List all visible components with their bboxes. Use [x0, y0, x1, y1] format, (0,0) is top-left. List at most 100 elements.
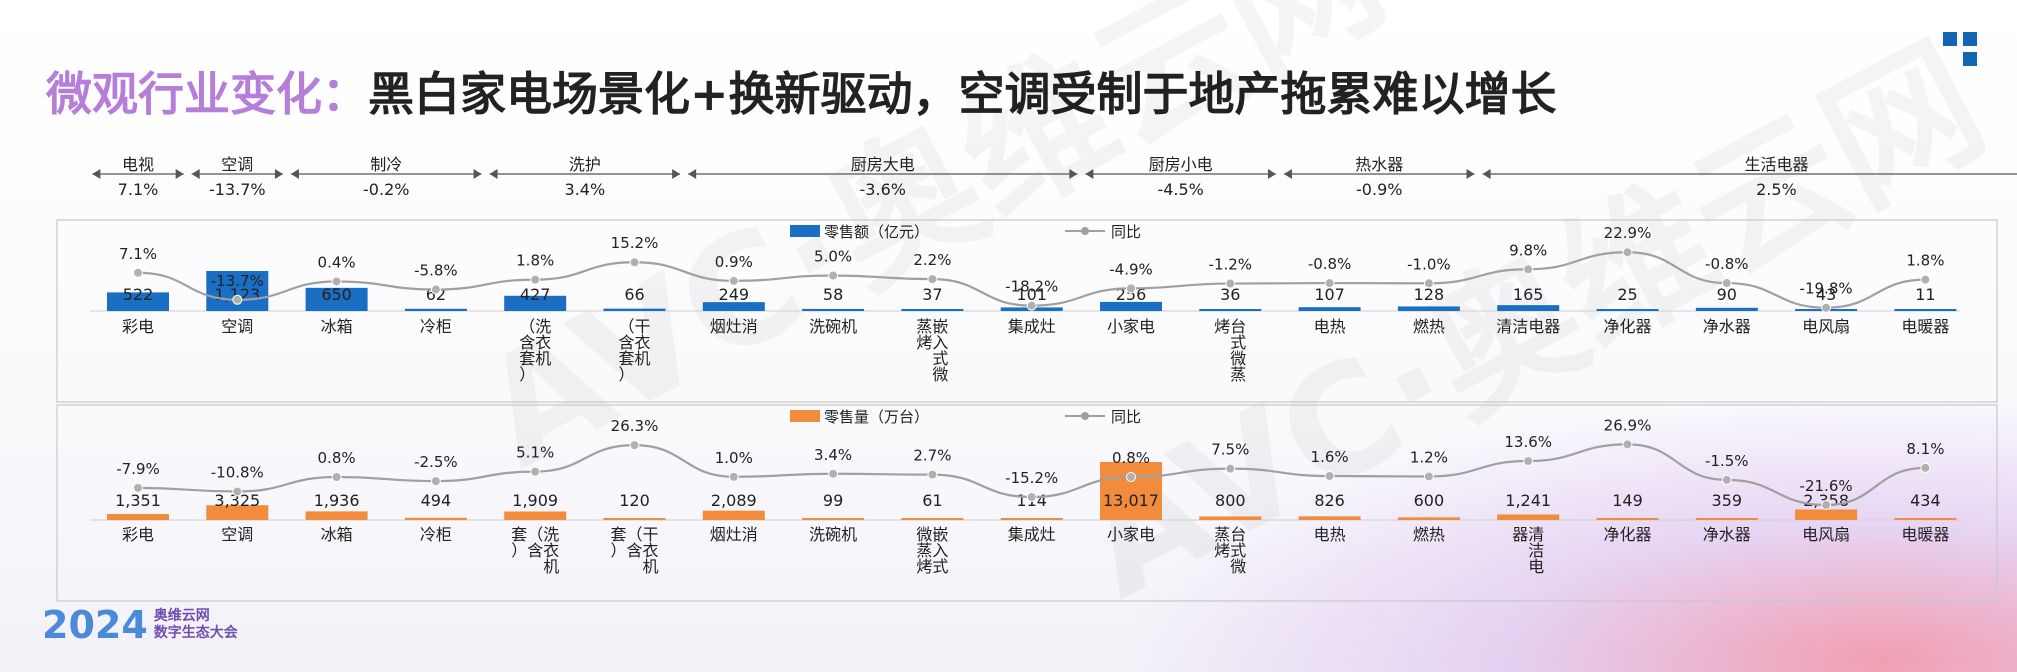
category-label: 烤	[916, 333, 932, 352]
bar-value-label: 165	[1513, 285, 1544, 304]
footer-line1: 奥维云网	[153, 608, 210, 624]
legend-label: 零售额（亿元）	[824, 223, 929, 241]
category-label: 器	[1544, 317, 1560, 336]
legend-label: 零售量（万台）	[824, 408, 929, 426]
category-label: ）	[618, 365, 634, 384]
bar-value-label: 2,089	[711, 491, 757, 510]
legend-marker	[1081, 412, 1089, 420]
category-label: 灶	[726, 317, 742, 336]
group-arrow-head	[489, 169, 498, 179]
bar	[1596, 518, 1659, 520]
group-arrow-head	[1482, 169, 1491, 179]
bar	[107, 292, 169, 311]
category-label: 衣	[535, 333, 551, 352]
category-label: 机	[642, 557, 658, 576]
yoy-point	[1821, 500, 1832, 510]
bar-value-label: 427	[520, 285, 551, 304]
category-label: 器	[1735, 317, 1751, 336]
yoy-point	[1721, 278, 1732, 289]
yoy-point	[1324, 471, 1335, 481]
yoy-label: -1.2%	[1209, 256, 1253, 274]
category-label: 器	[1735, 525, 1751, 544]
category-label: 衣	[634, 333, 650, 352]
bar	[1397, 306, 1460, 311]
yoy-label: -2.5%	[414, 453, 458, 471]
bar	[1497, 514, 1560, 520]
category-label: 套	[511, 525, 527, 544]
yoy-label: -0.8%	[1308, 255, 1352, 273]
category-label: 扇	[1834, 525, 1850, 544]
category-label: 蒸	[916, 541, 932, 560]
group-arrow-head	[1085, 169, 1094, 179]
yoy-label: 1.8%	[516, 252, 554, 270]
yoy-label: 1.2%	[1410, 449, 1448, 467]
category-label: 洗	[809, 317, 825, 336]
yoy-label: -19.8%	[1800, 280, 1853, 298]
legend-label: 同比	[1111, 408, 1141, 426]
category-label: 灶	[726, 525, 742, 544]
yoy-point	[133, 482, 143, 493]
bar	[305, 511, 368, 520]
bar-value-label: 13,017	[1103, 491, 1159, 510]
category-label: 电	[1901, 525, 1917, 544]
yoy-point	[1523, 264, 1534, 275]
category-label: 蒸	[1214, 525, 1230, 544]
category-label: 电	[138, 525, 154, 544]
footer-line2: 数字生态大会	[153, 625, 238, 641]
category-label: 套	[519, 349, 535, 368]
category-label: 热	[1429, 525, 1445, 544]
yoy-point	[530, 466, 541, 477]
category-label: 家	[1123, 525, 1139, 544]
bar-value-label: 36	[1220, 285, 1240, 304]
yoy-label: 7.5%	[1211, 441, 1249, 459]
category-label: （	[626, 525, 642, 544]
yoy-point	[1126, 472, 1136, 482]
yoy-label: 2.7%	[913, 447, 951, 465]
category-label: 暖	[1917, 317, 1933, 336]
category-label: 烟	[710, 525, 726, 544]
category-label: 入	[932, 333, 948, 352]
category-label: 水	[1719, 525, 1735, 544]
group-name: 电视	[122, 155, 154, 174]
bar-value-label: 434	[1910, 491, 1941, 510]
category-label: 机	[841, 525, 857, 544]
group-pct: 3.4%	[565, 180, 606, 199]
category-label: 电	[1528, 557, 1544, 576]
category-label: 暖	[1917, 525, 1933, 544]
group-arrow-head	[92, 169, 101, 179]
group-name: 制冷	[370, 155, 402, 174]
category-label: 机	[535, 349, 551, 368]
yoy-point	[629, 257, 640, 268]
category-label: 机	[841, 317, 857, 336]
bar-value-label: 61	[922, 491, 942, 510]
bar-value-label: 256	[1116, 285, 1147, 304]
yoy-point	[133, 267, 143, 278]
yoy-label: -5.8%	[414, 262, 458, 280]
group-pct: -0.2%	[363, 180, 409, 199]
category-label: 箱	[337, 525, 353, 544]
bar-value-label: 249	[719, 285, 750, 304]
bar	[1199, 516, 1262, 520]
category-label: 净	[1703, 317, 1719, 336]
bar	[305, 287, 368, 311]
yoy-label: -4.9%	[1109, 260, 1153, 278]
yoy-label: 26.3%	[611, 417, 659, 435]
yoy-point	[331, 276, 342, 287]
legend-label: 同比	[1111, 223, 1141, 241]
bar-value-label: 120	[619, 491, 650, 510]
bar	[404, 517, 467, 520]
category-label: 洁	[1528, 541, 1544, 560]
category-label: 器	[1933, 525, 1949, 544]
bar-value-label: 494	[421, 491, 452, 510]
category-label: 冷	[420, 525, 436, 544]
bar	[1795, 509, 1858, 520]
category-label: 热	[1330, 525, 1346, 544]
category-label: 化	[1619, 525, 1635, 544]
category-label: 洁	[1512, 317, 1528, 336]
category-label: 衣	[642, 541, 658, 560]
title-main: 黑白家电场景化+换新驱动，空调受制于地产拖累难以增长	[368, 67, 1557, 121]
bar-value-label: 650	[321, 285, 352, 304]
category-label: 器	[1512, 525, 1528, 544]
brand-logo-icon	[1943, 32, 1983, 68]
group-arrow-head	[473, 169, 482, 179]
